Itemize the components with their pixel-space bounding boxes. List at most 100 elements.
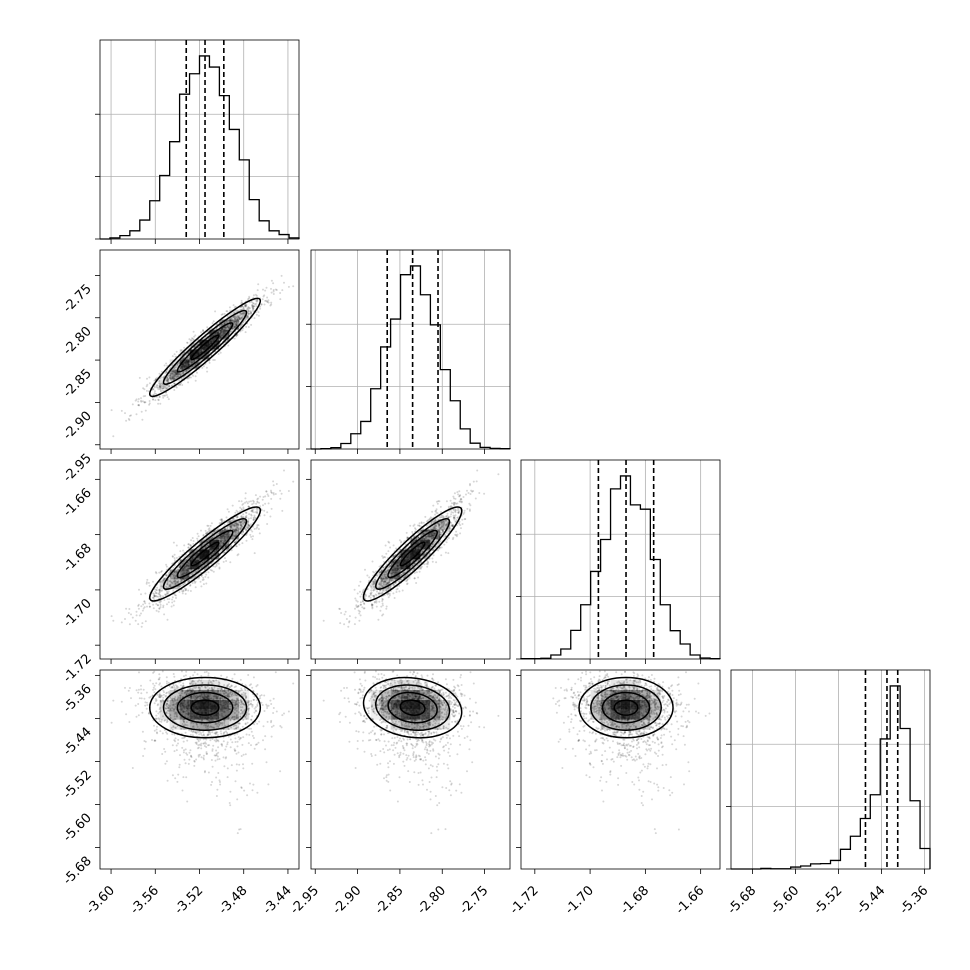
sample-point (244, 320, 247, 322)
sample-point (255, 302, 258, 305)
sample-point (422, 521, 425, 524)
sample-point (264, 495, 267, 498)
sample-point (196, 532, 199, 535)
sample-point (128, 608, 131, 610)
sample-point (454, 497, 457, 500)
sample-point (206, 326, 209, 329)
sample-point (265, 286, 268, 289)
sample-point (345, 618, 348, 620)
sample-point (250, 513, 253, 516)
sample-point (134, 619, 137, 622)
sample-point (152, 388, 155, 391)
sample-point (187, 351, 190, 354)
sample-point (235, 315, 237, 318)
sample-point (159, 389, 162, 392)
sample-point (170, 385, 173, 387)
sample-point (171, 377, 174, 380)
sample-point (171, 355, 174, 358)
sample-point (165, 362, 168, 365)
sample-point (264, 502, 267, 505)
sample-point (238, 500, 241, 503)
sample-point (244, 511, 247, 514)
sample-point (269, 304, 272, 307)
sample-point (212, 320, 215, 323)
sample-point (432, 504, 435, 507)
sample-point (221, 520, 223, 523)
sample-point (279, 497, 282, 500)
sample-point (187, 546, 190, 549)
sample-point (148, 402, 151, 405)
sample-point (270, 291, 273, 294)
sample-point (181, 357, 184, 360)
density-panel-2-1 (310, 459, 511, 660)
sample-point (175, 373, 178, 375)
sample-point (187, 589, 190, 592)
sample-point (244, 305, 247, 308)
sample-point (258, 532, 261, 535)
sample-point (245, 500, 248, 503)
sample-point (259, 505, 262, 508)
sample-point (162, 396, 165, 399)
sample-point (212, 359, 215, 361)
sample-point (175, 544, 178, 547)
sample-point (172, 566, 175, 569)
sample-point (444, 551, 447, 554)
sample-point (189, 544, 192, 547)
sample-point (436, 502, 439, 505)
sample-point (214, 310, 217, 313)
sample-point (261, 498, 264, 501)
sample-point (405, 531, 408, 534)
sample-point (179, 383, 181, 386)
sample-point (172, 604, 175, 607)
sample-point (171, 601, 174, 604)
sample-point (339, 622, 342, 625)
sample-point (165, 565, 168, 568)
sample-point (164, 372, 167, 375)
sample-point (292, 285, 295, 288)
sample-point (245, 304, 248, 307)
sample-point (145, 389, 148, 392)
sample-point (449, 515, 452, 518)
sample-point (370, 603, 373, 606)
sample-point (206, 370, 209, 373)
sample-point (207, 576, 210, 579)
sample-point (454, 511, 457, 514)
sample-point (205, 582, 208, 585)
sample-point (221, 323, 223, 326)
sample-point (158, 395, 161, 398)
sample-point (152, 398, 155, 401)
sample-point (245, 303, 248, 306)
sample-point (245, 539, 248, 542)
sample-point (209, 524, 212, 527)
sample-point (385, 605, 388, 608)
sample-point (172, 589, 175, 592)
sample-point (396, 587, 399, 590)
sample-point (227, 326, 230, 329)
sample-point (238, 318, 241, 321)
sample-point (461, 518, 464, 521)
sample-point (251, 305, 254, 308)
sample-point (160, 384, 163, 387)
sample-point (173, 600, 176, 603)
sample-point (152, 603, 155, 606)
sample-point (235, 516, 238, 519)
sample-point (389, 546, 392, 549)
sample-point (204, 575, 207, 578)
sample-point (371, 606, 374, 609)
sample-point (140, 400, 143, 403)
sample-point (222, 560, 225, 563)
sample-point (186, 341, 189, 344)
sample-point (260, 303, 263, 306)
sample-point (356, 592, 359, 595)
sample-point (456, 502, 459, 505)
sample-point (172, 541, 175, 544)
sample-point (250, 535, 253, 538)
sample-point (283, 281, 285, 284)
sample-point (287, 285, 290, 288)
sample-point (257, 314, 260, 317)
sample-point (255, 313, 258, 316)
sample-point (131, 616, 134, 619)
sample-point (406, 583, 408, 586)
sample-point (445, 500, 448, 503)
sample-point (137, 400, 140, 403)
